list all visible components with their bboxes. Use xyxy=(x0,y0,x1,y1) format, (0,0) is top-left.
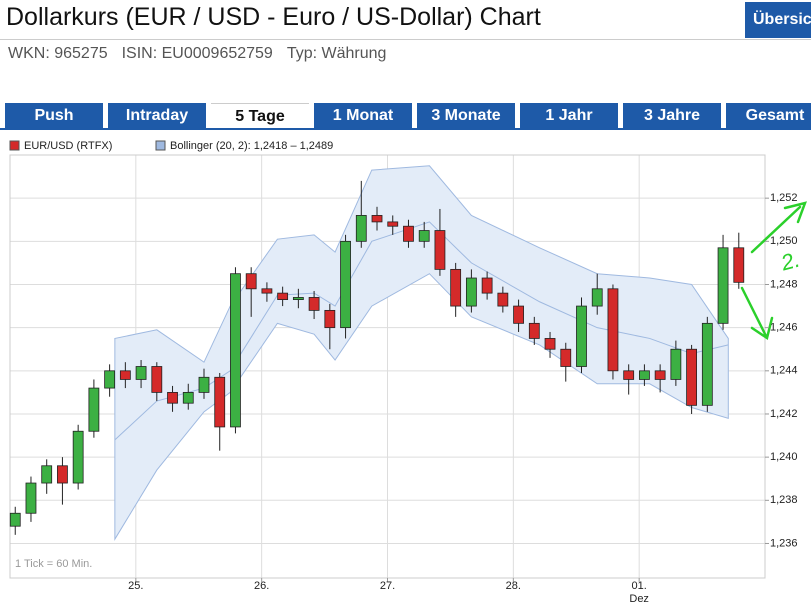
candle-body xyxy=(355,215,367,242)
candle-body xyxy=(261,288,273,294)
overview-button[interactable]: Übersicht xyxy=(745,2,811,38)
candle-body xyxy=(560,348,572,367)
candle-body xyxy=(245,273,257,290)
candle-body xyxy=(292,297,304,300)
candle-body xyxy=(544,338,556,350)
candle-body xyxy=(371,215,383,223)
candle-body xyxy=(654,370,666,380)
security-info: WKN: 965275 ISIN: EU0009652759 Typ: Währun… xyxy=(8,45,400,63)
candle-body xyxy=(701,322,713,406)
x-tick-label: 28. xyxy=(506,580,521,592)
tab[interactable]: 3 Jahre xyxy=(623,103,721,128)
candle-body xyxy=(733,247,745,283)
y-tick-label: 1,246 xyxy=(770,322,798,334)
y-tick-label: 1,250 xyxy=(770,235,798,247)
candle-body xyxy=(607,288,619,372)
tab[interactable]: 3 Monate xyxy=(417,103,515,128)
x-tick-label: 26. xyxy=(254,580,269,592)
annotation-text: 2. xyxy=(777,247,802,276)
candle-body xyxy=(25,482,37,514)
candle-body xyxy=(576,305,587,367)
bollinger-band xyxy=(114,165,729,541)
candle-body xyxy=(104,370,116,389)
y-tick-label: 1,242 xyxy=(770,408,798,420)
info-item: WKN: 965275 xyxy=(8,45,108,62)
handwritten-annotation xyxy=(740,201,807,341)
candle-body xyxy=(387,221,399,227)
candle-body xyxy=(277,292,289,300)
candle-body xyxy=(88,387,100,432)
candle-body xyxy=(717,247,729,324)
x-tick-label: 27. xyxy=(380,580,395,592)
tab[interactable]: Gesamt xyxy=(726,103,811,128)
candle-body xyxy=(324,309,336,329)
divider xyxy=(0,39,811,40)
candle-body xyxy=(167,391,178,404)
candle-body xyxy=(418,230,430,242)
y-tick-label: 1,238 xyxy=(770,494,798,506)
candle-body xyxy=(340,240,351,329)
info-item: Typ: Währung xyxy=(286,45,387,62)
x-tick-label: 25. xyxy=(128,580,143,592)
tab[interactable]: 1 Monat xyxy=(314,103,412,128)
y-tick-label: 1,248 xyxy=(770,278,798,290)
y-tick-label: 1,244 xyxy=(770,365,798,377)
candle-body xyxy=(182,391,194,404)
y-tick-label: 1,240 xyxy=(770,451,798,463)
info-item: ISIN: EU0009652759 xyxy=(121,45,273,62)
candle-body xyxy=(623,370,635,380)
y-tick-label: 1,236 xyxy=(770,537,798,549)
arrow-down xyxy=(740,286,774,341)
x-sublabel: Dez xyxy=(629,593,649,605)
candle-body xyxy=(434,230,446,270)
candle-body xyxy=(308,297,320,311)
candle-body xyxy=(72,430,84,484)
tab[interactable]: 1 Jahr xyxy=(520,103,618,128)
candle-body xyxy=(450,268,462,307)
candle-body xyxy=(9,512,21,527)
tab[interactable]: Push xyxy=(5,103,103,128)
tab[interactable]: 5 Tage xyxy=(211,103,309,129)
legend-swatch xyxy=(155,140,166,151)
candle-body xyxy=(151,366,163,393)
candle-body xyxy=(214,376,226,428)
candle-body xyxy=(135,366,147,380)
legend-label: Bollinger (20, 2): 1,2418 – 1,2489 xyxy=(170,140,333,152)
candle-body xyxy=(465,277,477,307)
legend-label: EUR/USD (RTFX) xyxy=(24,140,112,152)
candle-body xyxy=(119,370,131,380)
candle-body xyxy=(670,348,682,380)
tick-note: 1 Tick = 60 Min. xyxy=(15,558,92,570)
x-tick-label: 01. xyxy=(632,580,647,592)
period-tabs: Push Intraday 5 Tage 1 Monat 3 Monate 1 Jahr 3… xyxy=(5,103,811,129)
candle-body xyxy=(57,465,68,484)
candle-body xyxy=(198,376,210,393)
arrow-up xyxy=(750,201,807,254)
legend-swatch xyxy=(9,140,20,151)
candle-body xyxy=(230,273,241,428)
candle-body xyxy=(497,292,509,307)
candle-body xyxy=(591,288,603,307)
candle-body xyxy=(686,348,697,406)
bollinger-middle xyxy=(114,221,729,441)
y-tick-label: 1,252 xyxy=(770,192,798,204)
tab[interactable]: Intraday xyxy=(108,103,206,128)
candle-body xyxy=(528,322,540,339)
candle-body xyxy=(639,370,650,380)
candle-body xyxy=(41,465,53,484)
candle-body xyxy=(513,305,524,324)
candle-body xyxy=(481,277,493,294)
candle-body xyxy=(403,225,414,242)
page-title: Dollarkurs (EUR / USD - Euro / US-Dollar… xyxy=(6,3,541,31)
tab-bar-line xyxy=(0,128,811,130)
